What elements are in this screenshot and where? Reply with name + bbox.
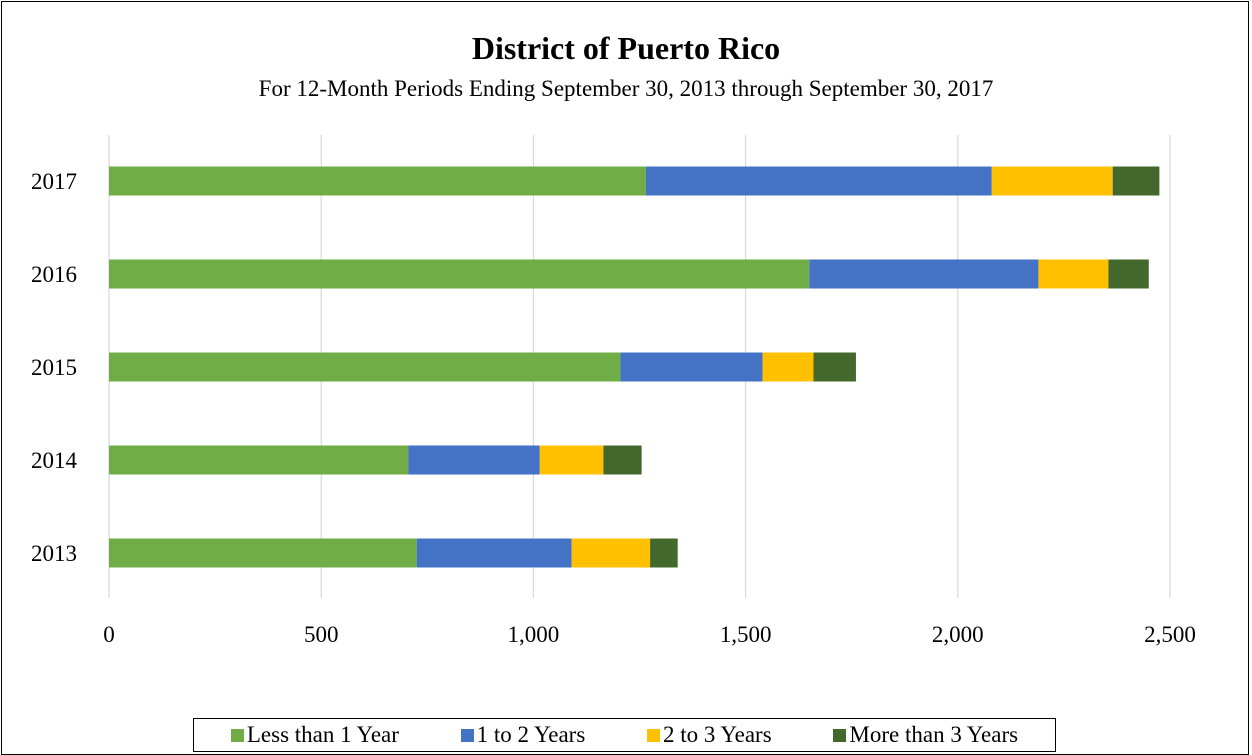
legend-item-more-than-3-years: More than 3 Years bbox=[833, 722, 1018, 748]
x-tick-label: 1,500 bbox=[720, 622, 772, 647]
bar-segment bbox=[109, 353, 620, 382]
bar-segment bbox=[763, 353, 814, 382]
bar-segment bbox=[417, 539, 572, 568]
legend-label: 2 to 3 Years bbox=[663, 722, 772, 748]
bar-segment bbox=[809, 260, 1038, 289]
bar-segment bbox=[620, 353, 762, 382]
x-tick-label: 1,000 bbox=[508, 622, 560, 647]
bar-segment bbox=[1038, 260, 1108, 289]
bar-segment bbox=[109, 167, 646, 196]
x-tick-label: 0 bbox=[103, 622, 115, 647]
x-tick-label: 2,500 bbox=[1144, 622, 1196, 647]
x-tick-label: 2,000 bbox=[932, 622, 984, 647]
legend-swatch bbox=[231, 729, 244, 742]
bar-chart: 0 500 1,000 1,500 2,000 2,500 2017 2016 2015 2014… bbox=[0, 0, 1252, 718]
x-tick-label: 500 bbox=[304, 622, 339, 647]
bar-segment bbox=[1108, 260, 1148, 289]
bar-segment bbox=[646, 167, 992, 196]
bar-segment bbox=[572, 539, 651, 568]
bar-segment bbox=[109, 446, 408, 475]
legend-swatch bbox=[461, 729, 474, 742]
y-category-label: 2013 bbox=[31, 541, 77, 566]
bar-segment bbox=[814, 353, 856, 382]
y-category-label: 2016 bbox=[31, 262, 77, 287]
legend-item-2-to-3-years: 2 to 3 Years bbox=[647, 722, 772, 748]
chart-legend: Less than 1 Year 1 to 2 Years 2 to 3 Yea… bbox=[193, 718, 1056, 752]
legend-item-less-than-1-year: Less than 1 Year bbox=[231, 722, 399, 748]
legend-label: More than 3 Years bbox=[849, 722, 1018, 748]
legend-swatch bbox=[833, 729, 846, 742]
bar-segment bbox=[408, 446, 540, 475]
legend-swatch bbox=[647, 729, 660, 742]
y-category-label: 2017 bbox=[31, 169, 77, 194]
bar-segment bbox=[650, 539, 678, 568]
legend-label: Less than 1 Year bbox=[247, 722, 399, 748]
bar-segment bbox=[109, 260, 809, 289]
bar-segment bbox=[540, 446, 604, 475]
bar-segment bbox=[603, 446, 641, 475]
bar-segment bbox=[109, 539, 417, 568]
y-category-label: 2014 bbox=[31, 448, 78, 473]
legend-item-1-to-2-years: 1 to 2 Years bbox=[461, 722, 586, 748]
bar-segment bbox=[1113, 167, 1160, 196]
y-category-label: 2015 bbox=[31, 355, 77, 380]
bar-segment bbox=[992, 167, 1113, 196]
legend-label: 1 to 2 Years bbox=[477, 722, 586, 748]
